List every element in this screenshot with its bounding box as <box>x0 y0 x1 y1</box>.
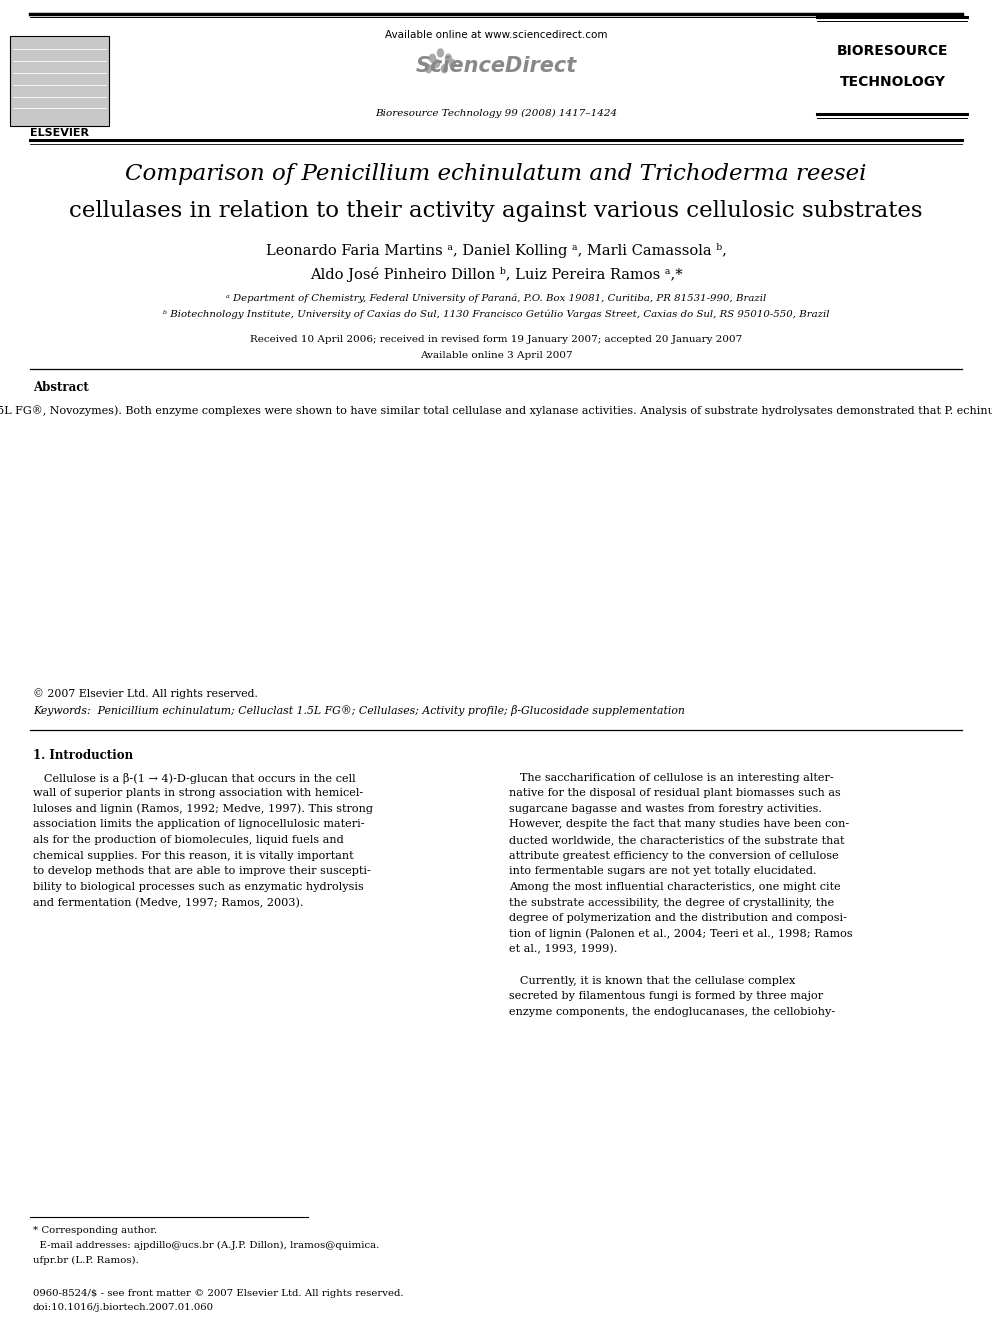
Text: bility to biological processes such as enzymatic hydrolysis: bility to biological processes such as e… <box>33 882 363 892</box>
Circle shape <box>437 49 443 57</box>
Text: TECHNOLOGY: TECHNOLOGY <box>840 75 945 90</box>
Text: 1. Introduction: 1. Introduction <box>33 749 133 762</box>
Text: attribute greatest efficiency to the conversion of cellulose: attribute greatest efficiency to the con… <box>509 851 838 861</box>
Text: Aldo José Pinheiro Dillon ᵇ, Luiz Pereira Ramos ᵃ,*: Aldo José Pinheiro Dillon ᵇ, Luiz Pereir… <box>310 267 682 282</box>
Text: doi:10.1016/j.biortech.2007.01.060: doi:10.1016/j.biortech.2007.01.060 <box>33 1303 213 1312</box>
Text: Keywords:  Penicillium echinulatum; Celluclast 1.5L FG®; Cellulases; Activity pr: Keywords: Penicillium echinulatum; Cellu… <box>33 705 684 716</box>
Text: als for the production of biomolecules, liquid fuels and: als for the production of biomolecules, … <box>33 835 343 845</box>
Text: ScienceDirect: ScienceDirect <box>416 56 576 75</box>
Text: E-mail addresses: ajpdillo@ucs.br (A.J.P. Dillon), lramos@quimica.: E-mail addresses: ajpdillo@ucs.br (A.J.P… <box>33 1241 379 1250</box>
Text: Abstract: Abstract <box>33 381 88 394</box>
Text: wall of superior plants in strong association with hemicel-: wall of superior plants in strong associ… <box>33 789 363 798</box>
Text: Comparison of Penicillium echinulatum and Trichoderma reesei: Comparison of Penicillium echinulatum an… <box>125 163 867 185</box>
Circle shape <box>434 60 439 67</box>
Circle shape <box>430 54 435 62</box>
Text: native for the disposal of residual plant biomasses such as: native for the disposal of residual plan… <box>509 789 840 798</box>
Circle shape <box>449 60 455 67</box>
Text: and fermentation (Medve, 1997; Ramos, 2003).: and fermentation (Medve, 1997; Ramos, 20… <box>33 897 304 908</box>
Text: enzyme components, the endoglucanases, the cellobiohy-: enzyme components, the endoglucanases, t… <box>509 1007 835 1017</box>
Text: The saccharification of cellulose is an interesting alter-: The saccharification of cellulose is an … <box>509 773 833 783</box>
Text: However, despite the fact that many studies have been con-: However, despite the fact that many stud… <box>509 819 849 830</box>
Text: Bioresource Technology 99 (2008) 1417–1424: Bioresource Technology 99 (2008) 1417–14… <box>375 108 617 118</box>
Text: ᵇ Biotechnology Institute, University of Caxias do Sul, 1130 Francisco Getúlio V: ᵇ Biotechnology Institute, University of… <box>163 310 829 319</box>
Text: chemical supplies. For this reason, it is vitally important: chemical supplies. For this reason, it i… <box>33 851 353 861</box>
Text: association limits the application of lignocellulosic materi-: association limits the application of li… <box>33 819 364 830</box>
Text: tion of lignin (Palonen et al., 2004; Teeri et al., 1998; Ramos: tion of lignin (Palonen et al., 2004; Te… <box>509 929 852 939</box>
Text: Leonardo Faria Martins ᵃ, Daniel Kolling ᵃ, Marli Camassola ᵇ,: Leonardo Faria Martins ᵃ, Daniel Kolling… <box>266 243 726 258</box>
Text: Cellulose is a β-(1 → 4)-D-glucan that occurs in the cell: Cellulose is a β-(1 → 4)-D-glucan that o… <box>33 773 355 783</box>
Text: luloses and lignin (Ramos, 1992; Medve, 1997). This strong: luloses and lignin (Ramos, 1992; Medve, … <box>33 804 373 815</box>
Text: the substrate accessibility, the degree of crystallinity, the: the substrate accessibility, the degree … <box>509 897 834 908</box>
Text: Available online at www.sciencedirect.com: Available online at www.sciencedirect.co… <box>385 30 607 41</box>
Text: BIORESOURCE: BIORESOURCE <box>837 44 948 58</box>
Text: © 2007 Elsevier Ltd. All rights reserved.: © 2007 Elsevier Ltd. All rights reserved… <box>33 688 258 699</box>
Text: Penicillium echinulatum has been identified as a potential cellulase producer fo: Penicillium echinulatum has been identif… <box>0 405 992 415</box>
Text: 0960-8524/$ - see front matter © 2007 Elsevier Ltd. All rights reserved.: 0960-8524/$ - see front matter © 2007 El… <box>33 1289 404 1298</box>
Text: Among the most influential characteristics, one might cite: Among the most influential characteristi… <box>509 882 840 892</box>
Text: et al., 1993, 1999).: et al., 1993, 1999). <box>509 945 617 955</box>
FancyBboxPatch shape <box>10 36 109 126</box>
Text: to develop methods that are able to improve their suscepti-: to develop methods that are able to impr… <box>33 867 370 876</box>
Text: Currently, it is known that the cellulase complex: Currently, it is known that the cellulas… <box>509 975 796 986</box>
Text: Available online 3 April 2007: Available online 3 April 2007 <box>420 351 572 360</box>
Circle shape <box>445 54 451 62</box>
Text: into fermentable sugars are not yet totally elucidated.: into fermentable sugars are not yet tota… <box>509 867 816 876</box>
Circle shape <box>426 65 432 73</box>
Text: degree of polymerization and the distribution and composi-: degree of polymerization and the distrib… <box>509 913 847 923</box>
Text: ducted worldwide, the characteristics of the substrate that: ducted worldwide, the characteristics of… <box>509 835 844 845</box>
Text: ELSEVIER: ELSEVIER <box>30 128 89 139</box>
Text: Received 10 April 2006; received in revised form 19 January 2007; accepted 20 Ja: Received 10 April 2006; received in revi… <box>250 335 742 344</box>
Circle shape <box>441 65 447 73</box>
Text: secreted by filamentous fungi is formed by three major: secreted by filamentous fungi is formed … <box>509 991 823 1002</box>
Text: * Corresponding author.: * Corresponding author. <box>33 1226 157 1236</box>
Text: cellulases in relation to their activity against various cellulosic substrates: cellulases in relation to their activity… <box>69 200 923 222</box>
Text: ufpr.br (L.P. Ramos).: ufpr.br (L.P. Ramos). <box>33 1256 139 1265</box>
Text: sugarcane bagasse and wastes from forestry activities.: sugarcane bagasse and wastes from forest… <box>509 804 821 814</box>
Text: ᵃ Department of Chemistry, Federal University of Paraná, P.O. Box 19081, Curitib: ᵃ Department of Chemistry, Federal Unive… <box>226 294 766 303</box>
